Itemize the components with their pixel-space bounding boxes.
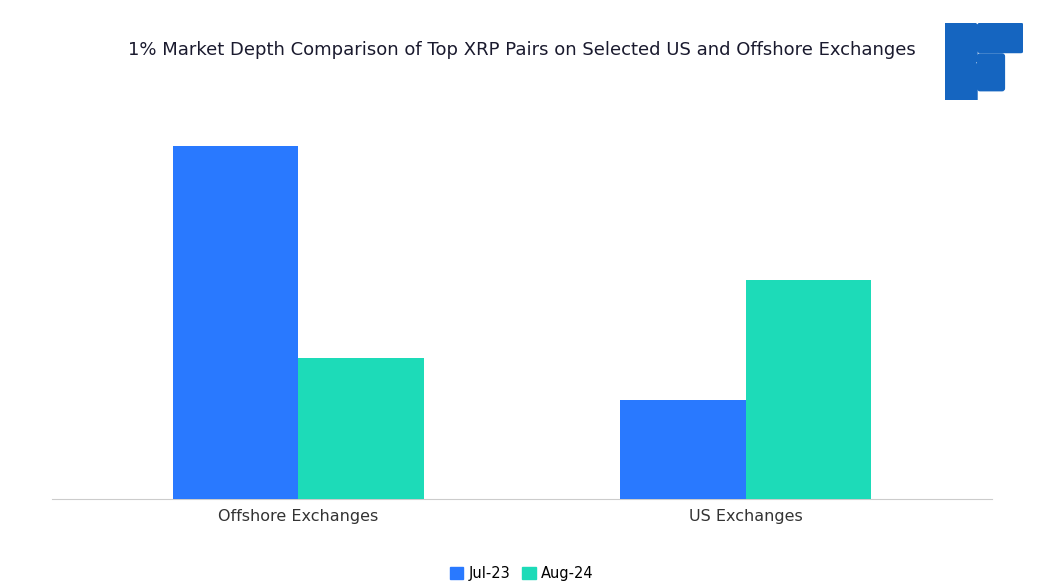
Text: 1% Market Depth Comparison of Top XRP Pairs on Selected US and Offshore Exchange: 1% Market Depth Comparison of Top XRP Pa… (128, 41, 916, 59)
FancyBboxPatch shape (977, 23, 1024, 53)
Bar (745, 280, 871, 499)
Legend: Jul-23, Aug-24: Jul-23, Aug-24 (444, 561, 600, 587)
Bar (620, 400, 745, 499)
FancyBboxPatch shape (977, 53, 1005, 92)
FancyBboxPatch shape (942, 62, 977, 103)
Bar (173, 146, 299, 499)
Bar (299, 357, 424, 499)
FancyBboxPatch shape (942, 23, 977, 63)
